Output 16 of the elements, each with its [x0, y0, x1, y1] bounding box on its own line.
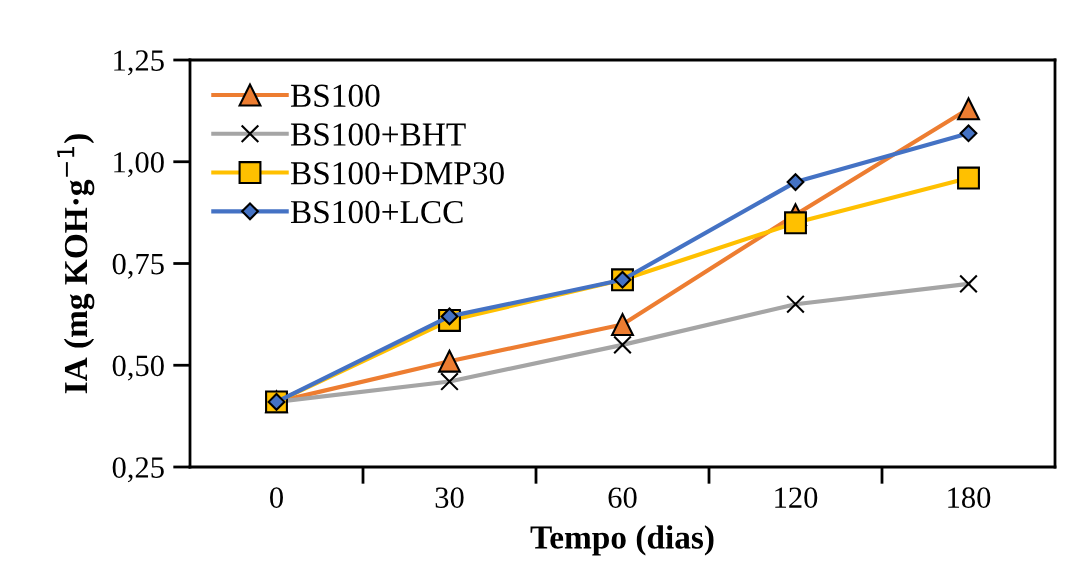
x-tick-label: 120 — [775, 487, 818, 508]
x-tick-label: 0 — [270, 487, 283, 508]
y-axis-title: IA (mg KOH·g$^{−1}$) — [57, 134, 95, 394]
x-tick-label: 30 — [435, 487, 464, 508]
y-tick-label: 0,75 — [112, 253, 164, 279]
legend-label: BS100+LCC — [290, 200, 463, 224]
y-tick-label: 1,00 — [114, 152, 164, 178]
x-tick-label: 180 — [948, 487, 991, 508]
legend-label: BS100+DMP30 — [290, 162, 504, 185]
y-tick-label: 1,25 — [114, 50, 164, 76]
legend-label: BS100 — [290, 84, 380, 107]
legend-label: BS100+BHT — [290, 123, 466, 146]
y-tick-label: 0,25 — [112, 457, 164, 483]
x-axis-title: Tempo (dias) — [530, 525, 714, 556]
y-tick-label: 0,50 — [112, 355, 164, 381]
x-tick-label: 60 — [608, 487, 637, 508]
